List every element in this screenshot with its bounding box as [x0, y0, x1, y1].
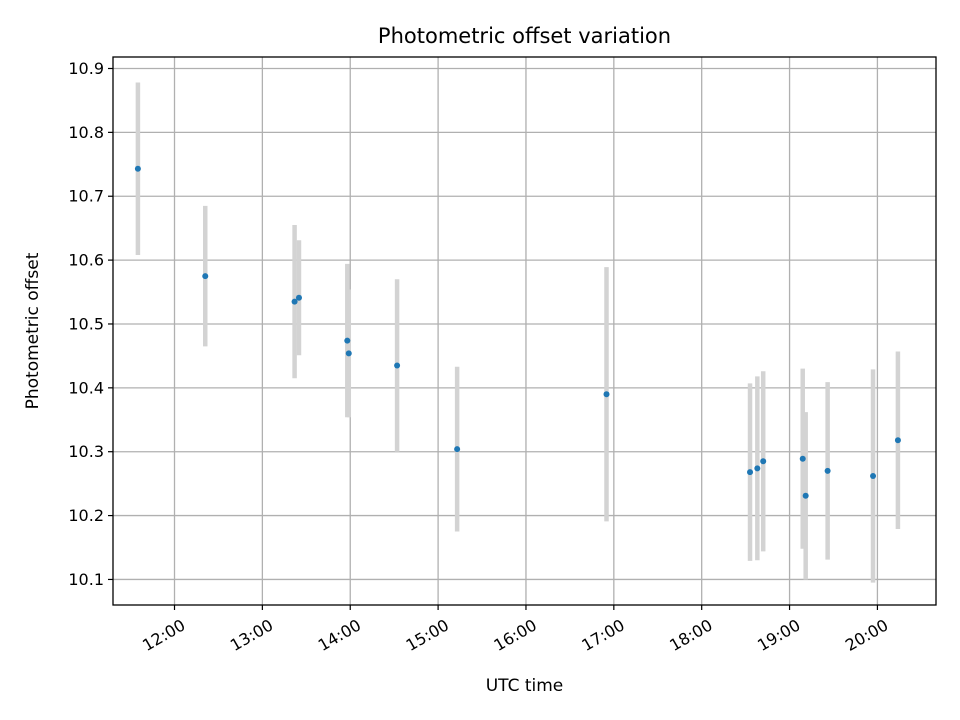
- data-point: [747, 469, 754, 476]
- chart-title: Photometric offset variation: [378, 24, 671, 48]
- y-tick-label: 10.6: [68, 251, 104, 270]
- data-point: [760, 458, 767, 465]
- y-tick-label: 10.3: [68, 442, 104, 461]
- plot-frame: [112, 56, 937, 606]
- data-point: [799, 455, 806, 462]
- data-points: [134, 165, 901, 499]
- data-point: [345, 350, 352, 357]
- data-point: [394, 362, 401, 369]
- data-point: [870, 472, 877, 479]
- data-point: [295, 294, 302, 301]
- data-point: [291, 298, 298, 305]
- y-axis-label: Photometric offset: [23, 252, 43, 409]
- y-tick-label: 10.9: [68, 59, 104, 78]
- y-tick-label: 10.8: [68, 123, 104, 142]
- data-point: [894, 437, 901, 444]
- data-point: [454, 446, 461, 453]
- y-tick-label: 10.4: [68, 378, 104, 397]
- grid: [113, 57, 936, 605]
- y-tick-label: 10.2: [68, 506, 104, 525]
- y-axis-ticks: 10.1 10.2 10.3 10.4 10.5 10.6 10.7 10.8 10.9: [68, 59, 113, 589]
- data-point: [824, 467, 831, 474]
- y-tick-label: 10.5: [68, 314, 104, 333]
- data-point: [344, 337, 351, 344]
- data-point: [202, 273, 209, 280]
- data-point: [802, 492, 809, 499]
- data-point: [603, 391, 610, 398]
- y-tick-label: 10.7: [68, 187, 104, 206]
- x-axis-label: UTC time: [486, 676, 564, 696]
- data-point: [754, 465, 761, 472]
- data-point: [134, 165, 141, 172]
- y-tick-label: 10.1: [68, 570, 104, 589]
